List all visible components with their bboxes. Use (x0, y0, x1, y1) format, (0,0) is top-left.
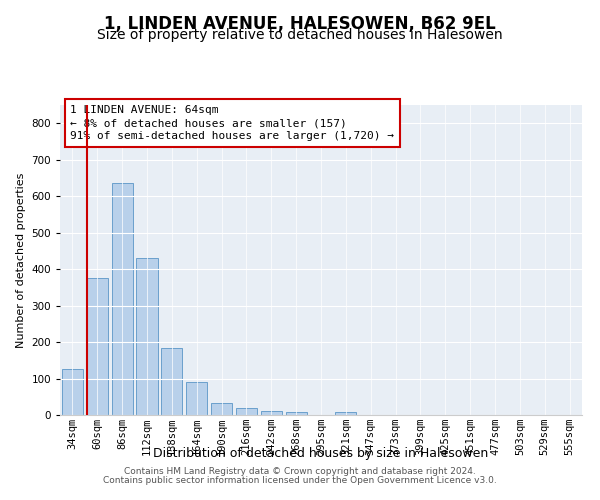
Bar (335, 412, 356, 415)
Bar (136, 258, 158, 415)
Bar (286, 412, 307, 415)
Bar (87, 278, 108, 415)
Bar (62, 370, 83, 415)
Text: Contains public sector information licensed under the Open Government Licence v3: Contains public sector information licen… (103, 476, 497, 485)
Text: 1 LINDEN AVENUE: 64sqm
← 8% of detached houses are smaller (157)
91% of semi-det: 1 LINDEN AVENUE: 64sqm ← 8% of detached … (70, 105, 394, 142)
Text: Size of property relative to detached houses in Halesowen: Size of property relative to detached ho… (97, 28, 503, 42)
Text: Contains HM Land Registry data © Crown copyright and database right 2024.: Contains HM Land Registry data © Crown c… (124, 467, 476, 476)
Bar (161, 348, 182, 415)
Text: 1, LINDEN AVENUE, HALESOWEN, B62 9EL: 1, LINDEN AVENUE, HALESOWEN, B62 9EL (104, 15, 496, 33)
Bar (211, 404, 232, 415)
Y-axis label: Number of detached properties: Number of detached properties (16, 172, 26, 348)
Bar (261, 412, 282, 415)
Bar (186, 382, 207, 415)
Text: Distribution of detached houses by size in Halesowen: Distribution of detached houses by size … (154, 448, 488, 460)
Bar (236, 408, 257, 415)
Bar (112, 184, 133, 415)
